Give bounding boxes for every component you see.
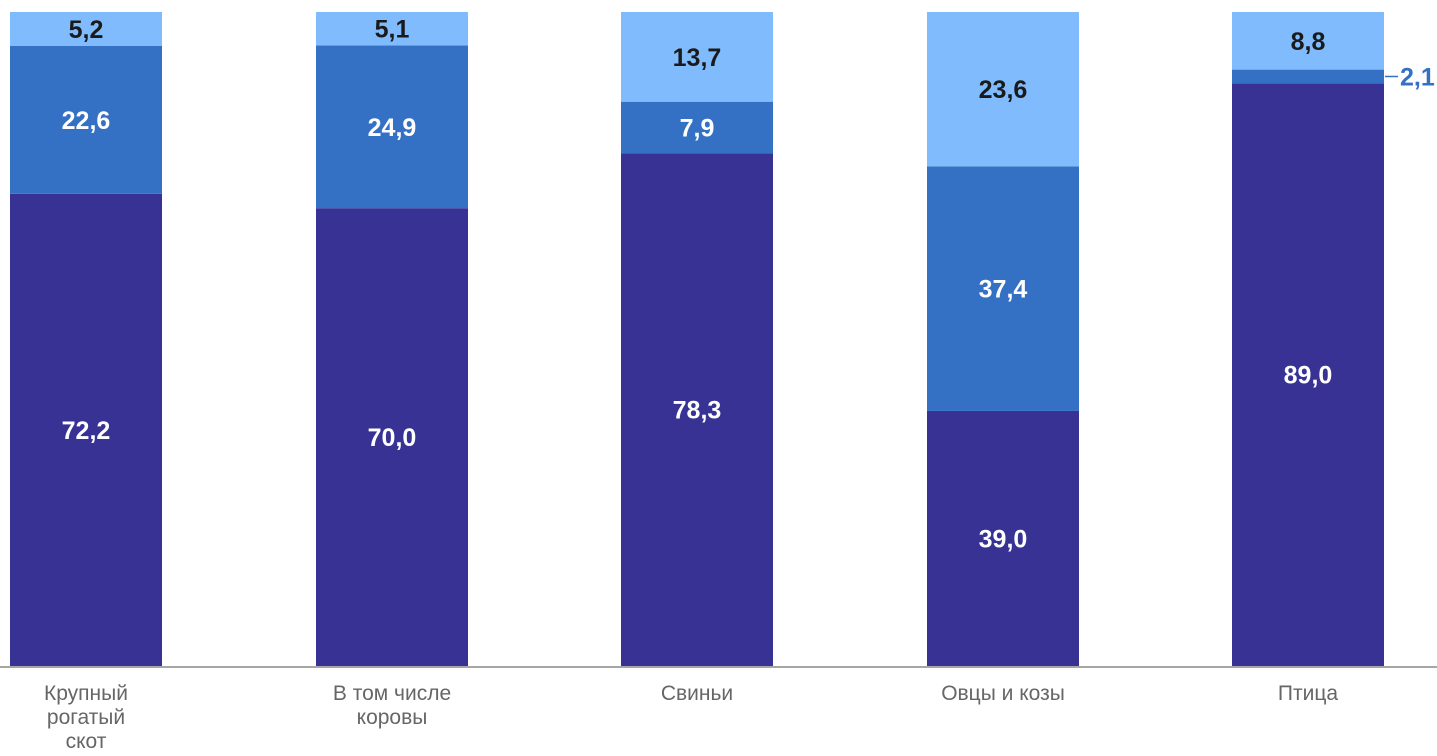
category-label: рогатый xyxy=(47,706,125,729)
bar-segment xyxy=(316,208,468,666)
data-label: 89,0 xyxy=(1284,362,1333,390)
category-label: Овцы и козы xyxy=(941,682,1065,705)
category-label: скот xyxy=(66,730,107,751)
data-label: 39,0 xyxy=(979,525,1028,553)
data-label: 24,9 xyxy=(368,114,417,142)
data-label: 22,6 xyxy=(62,107,111,135)
data-label: 37,4 xyxy=(979,276,1028,304)
bar-segment xyxy=(10,46,162,194)
bar-segment xyxy=(1232,69,1384,84)
bar-segment xyxy=(927,166,1079,411)
category-label: Свиньи xyxy=(661,682,733,705)
category-label: В том числе xyxy=(333,682,451,705)
bar-segment xyxy=(621,101,773,154)
bar-segment xyxy=(10,193,162,666)
data-label: 70,0 xyxy=(368,424,417,452)
bar-segment xyxy=(316,45,468,209)
data-label: 7,9 xyxy=(680,115,715,143)
category-label: Крупный xyxy=(44,682,128,705)
category-label: Птица xyxy=(1278,682,1338,705)
data-label: 23,6 xyxy=(979,76,1028,104)
data-label: 78,3 xyxy=(673,397,722,425)
data-label: 2,1 xyxy=(1400,63,1435,91)
bar-segment xyxy=(927,12,1079,167)
data-label: 5,2 xyxy=(69,16,104,44)
bar-segment xyxy=(316,12,468,46)
bar-segment xyxy=(621,153,773,667)
category-label: коровы xyxy=(357,706,428,729)
data-label: 13,7 xyxy=(673,44,722,72)
bar-segment xyxy=(1232,12,1384,70)
bar-segment xyxy=(10,12,162,47)
data-label: 72,2 xyxy=(62,417,111,445)
data-label: 8,8 xyxy=(1291,28,1326,56)
bar-segment xyxy=(1232,83,1384,666)
bar-segment xyxy=(621,12,773,102)
bar-segment xyxy=(927,410,1079,666)
data-label: 5,1 xyxy=(375,16,410,44)
